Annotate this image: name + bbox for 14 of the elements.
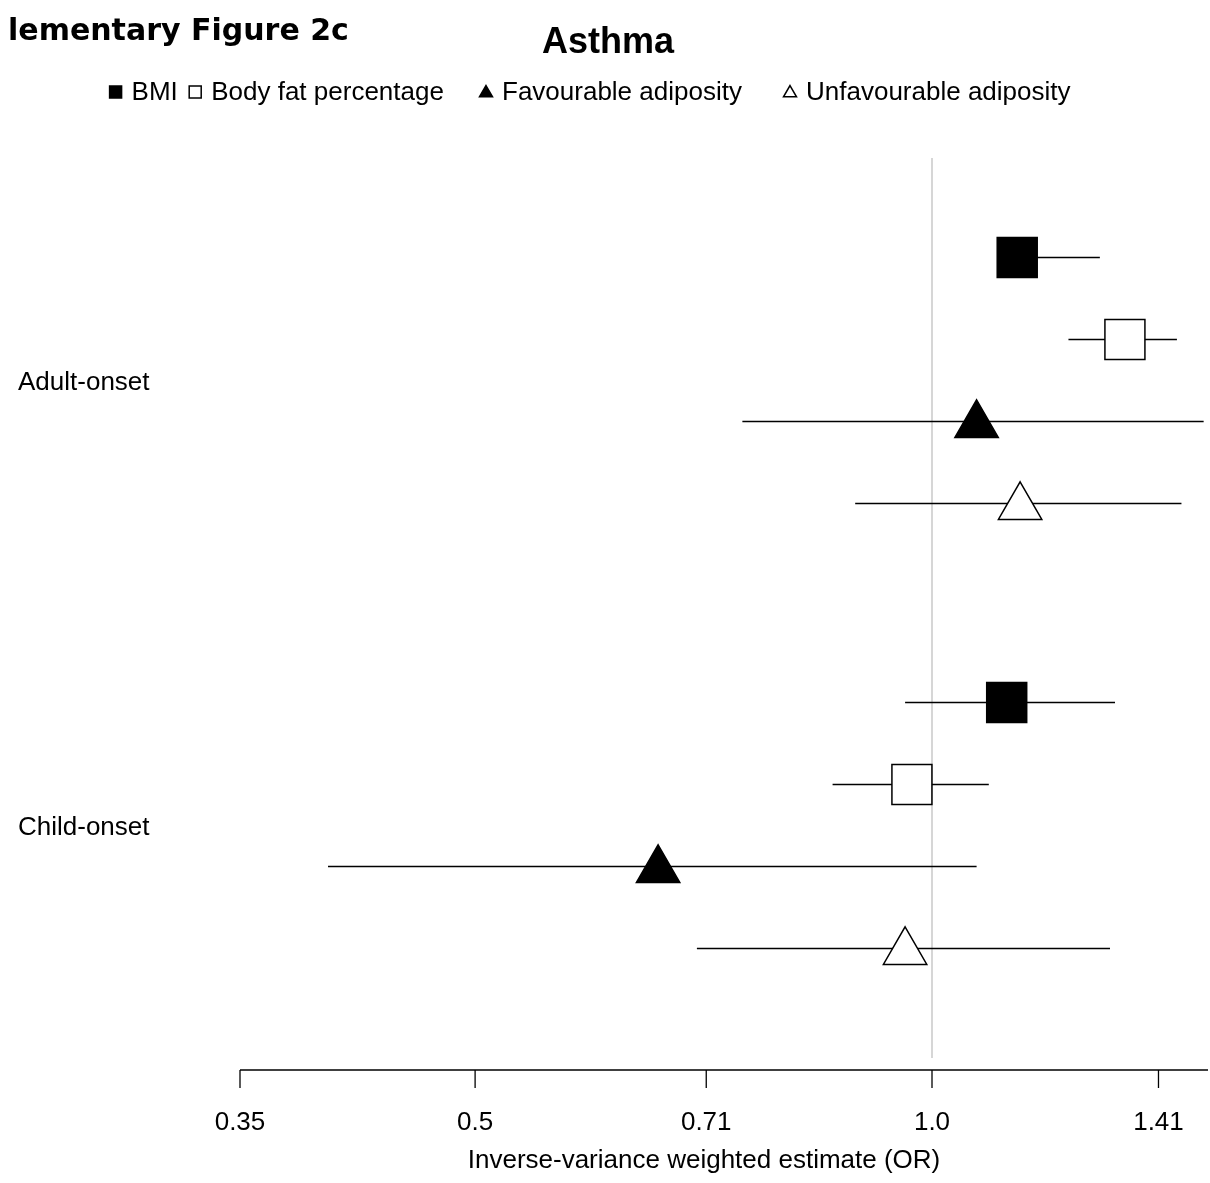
y-tick-label: Child-onset (18, 810, 151, 841)
x-tick-label: 1.41 (1133, 1106, 1184, 1136)
x-tick-label: 1.0 (913, 1106, 951, 1136)
legend-label: Favourable adiposity (502, 76, 742, 106)
legend-label: Unfavourable adiposity (806, 76, 1071, 106)
x-tick-label: 0.71 (680, 1106, 732, 1136)
chart-title: Asthma (541, 20, 675, 61)
text: lementary Figure 2c (8, 12, 349, 47)
legend-label: Body fat percentage (211, 76, 444, 106)
x-axis-title: Inverse-variance weighted estimate (OR) (467, 1144, 941, 1174)
y-tick-label: Adult-onset (18, 365, 151, 396)
legend-label: BMI (131, 76, 178, 106)
x-tick-label: 0.35 (214, 1106, 266, 1136)
x-tick-label: 0.5 (457, 1106, 494, 1136)
